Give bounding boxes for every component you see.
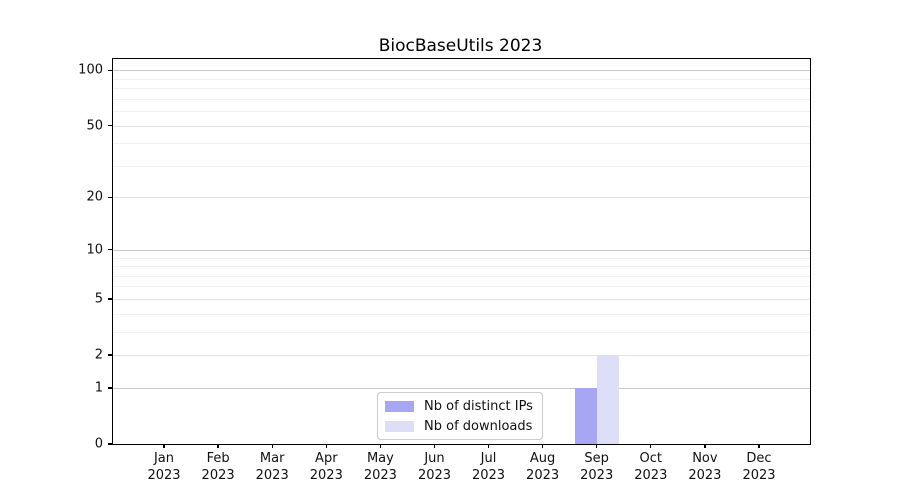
minor-gridline [113, 266, 810, 267]
y-axis-tick-label: 10 [86, 242, 103, 258]
y-axis-tick-label: 0 [94, 436, 103, 452]
y-axis-tick-label: 20 [86, 189, 103, 205]
year-label: 2023 [147, 467, 181, 483]
x-axis-tick-label: Sep 2023 [580, 451, 613, 484]
month-label: Dec [746, 451, 772, 466]
minor-gridline [113, 286, 810, 288]
x-axis-tick [541, 444, 544, 448]
month-label: Sep [584, 451, 609, 466]
minor-gridline [113, 88, 810, 90]
month-label: Jun [424, 451, 445, 466]
bar-distinct-ips [574, 387, 597, 444]
x-axis-tick-label: Mar 2023 [256, 451, 289, 484]
minor-gridline [113, 98, 810, 100]
month-label: Jan [153, 451, 175, 466]
gridline-50 [113, 125, 810, 127]
x-axis-tick [163, 444, 165, 448]
y-axis-tick [107, 196, 112, 199]
x-axis-tick-label: Jan 2023 [147, 451, 180, 484]
year-label: 2023 [526, 467, 560, 483]
y-axis-tick [107, 443, 112, 445]
y-axis-tick-label: 5 [94, 291, 103, 307]
x-axis-tick-label: Jul 2023 [472, 451, 505, 484]
month-label: Apr [315, 451, 338, 466]
x-axis-tick [596, 444, 598, 448]
x-axis-tick-label: Oct 2023 [634, 451, 667, 484]
x-axis-tick [758, 444, 760, 448]
year-label: 2023 [255, 467, 289, 483]
x-axis-tick [271, 444, 273, 448]
x-axis-tick [487, 444, 490, 448]
x-axis-tick [325, 444, 327, 448]
y-axis-tick [107, 387, 112, 389]
y-axis-tick-label: 100 [78, 62, 103, 78]
minor-gridline [113, 313, 810, 315]
year-label: 2023 [309, 467, 343, 483]
year-label: 2023 [201, 467, 235, 483]
year-label: 2023 [742, 467, 776, 483]
minor-gridline [113, 143, 810, 145]
chart-title: BiocBaseUtils 2023 [378, 36, 543, 56]
y-axis-tick [107, 249, 112, 251]
x-axis-tick [704, 444, 706, 448]
gridline-10 [113, 249, 810, 251]
x-axis-tick [217, 444, 219, 448]
year-label: 2023 [688, 467, 722, 483]
y-axis-tick-label: 1 [94, 380, 103, 396]
minor-gridline [113, 78, 810, 80]
minor-gridline [113, 165, 810, 167]
gridline-5 [113, 298, 810, 300]
legend-item: Nb of downloads [385, 418, 533, 434]
minor-gridline [113, 331, 810, 333]
month-label: Nov [692, 451, 718, 466]
minor-gridline [113, 111, 810, 113]
plot-area: 0 1 2 5 10 20 50 100 Jan 2023 Feb 2023 Mar 2023 Apr 202… [78, 58, 811, 483]
y-axis-tick [107, 354, 112, 356]
month-label: Feb [206, 451, 230, 466]
y-axis-tick [107, 124, 112, 127]
x-axis-tick-label: Feb 2023 [202, 451, 235, 484]
year-label: 2023 [634, 467, 668, 483]
gridline-1 [113, 387, 810, 389]
x-axis-tick-label: Aug 2023 [526, 451, 559, 484]
y-axis-tick-label: 2 [94, 347, 103, 363]
year-label: 2023 [417, 467, 452, 483]
x-axis-tick-label: Dec 2023 [742, 451, 775, 484]
month-label: May [366, 451, 394, 466]
year-label: 2023 [580, 467, 614, 483]
minor-gridline [113, 275, 810, 277]
gridline-100 [113, 70, 810, 72]
x-axis-tick [379, 444, 382, 448]
y-axis-tick [107, 298, 112, 300]
legend-item-label: Nb of downloads [424, 418, 533, 434]
bar-downloads [596, 355, 619, 444]
legend-item-label: Nb of distinct IPs [424, 398, 533, 414]
minor-gridline [113, 257, 810, 259]
year-label: 2023 [471, 467, 506, 483]
x-axis-tick [650, 444, 652, 448]
month-label: Aug [529, 451, 556, 466]
y-axis-tick-label: 50 [86, 118, 103, 134]
legend: Nb of distinct IPs Nb of downloads [377, 392, 543, 440]
legend-swatch-downloads [385, 420, 414, 432]
y-axis-tick [107, 69, 112, 71]
legend-item: Nb of distinct IPs [385, 398, 533, 414]
month-label: Mar [259, 451, 285, 466]
year-label: 2023 [363, 467, 397, 483]
legend-swatch-distinct-ips [385, 400, 414, 412]
x-axis-tick-label: Apr 2023 [310, 451, 343, 484]
month-label: Jul [480, 451, 497, 466]
x-axis-tick-label: Nov 2023 [688, 451, 721, 484]
month-label: Oct [639, 451, 663, 466]
x-axis-tick-label: May 2023 [364, 451, 397, 484]
x-axis-tick [433, 444, 436, 448]
x-axis-tick-label: Jun 2023 [418, 451, 451, 484]
gridline-2 [113, 355, 810, 356]
gridline-20 [113, 197, 810, 199]
